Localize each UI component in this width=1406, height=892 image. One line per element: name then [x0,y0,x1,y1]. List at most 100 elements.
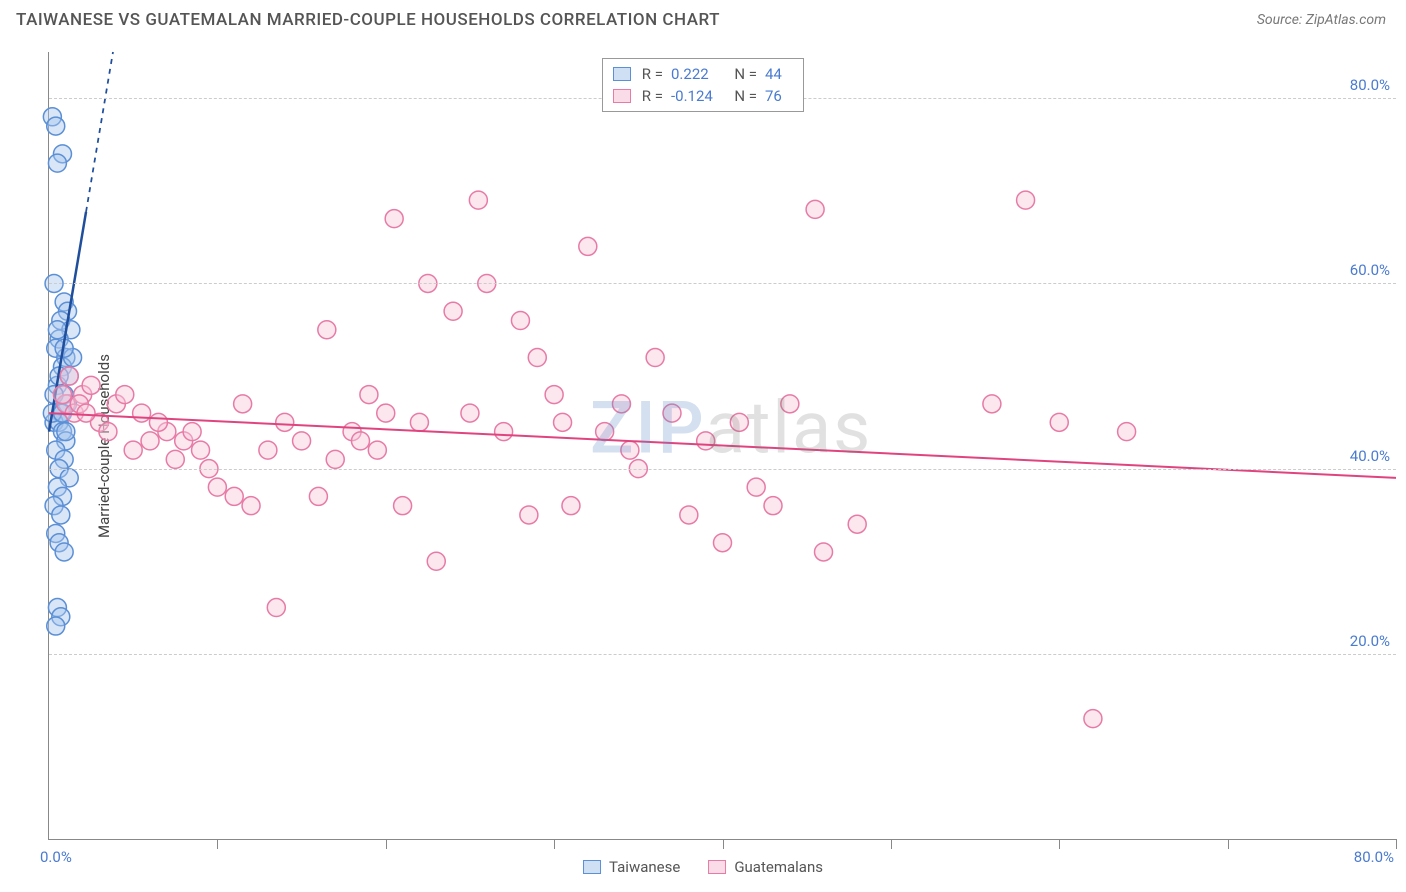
source-label: Source: ZipAtlas.com [1257,12,1386,28]
data-point-guatemalans [815,543,833,561]
data-point-guatemalans [149,413,167,431]
data-point-guatemalans [318,321,336,339]
data-point-guatemalans [495,423,513,441]
data-point-guatemalans [596,423,614,441]
data-point-guatemalans [377,404,395,422]
legend-label: Taiwanese [609,858,680,876]
data-point-guatemalans [259,441,277,459]
data-point-taiwanese [52,506,70,524]
y-tick-label: 20.0% [1350,632,1390,650]
data-point-guatemalans [60,367,78,385]
stats-row-taiwanese: R = 0.222 N = 44 [613,63,793,85]
data-point-guatemalans [166,450,184,468]
data-point-guatemalans [225,487,243,505]
data-point-guatemalans [1017,191,1035,209]
data-point-guatemalans [124,441,142,459]
data-point-guatemalans [53,386,71,404]
n-value: 44 [765,65,793,83]
legend-item-guatemalans: Guatemalans [708,858,823,876]
series-legend: Taiwanese Guatemalans [583,858,823,876]
y-tick-label: 40.0% [1350,447,1390,465]
data-point-guatemalans [612,395,630,413]
data-point-guatemalans [714,534,732,552]
y-tick-label: 60.0% [1350,261,1390,279]
data-point-guatemalans [116,386,134,404]
data-point-guatemalans [520,506,538,524]
stats-row-guatemalans: R = -0.124 N = 76 [613,85,793,107]
legend-label: Guatemalans [734,858,823,876]
data-point-guatemalans [781,395,799,413]
x-tick [1059,839,1060,849]
data-point-guatemalans [276,413,294,431]
data-point-guatemalans [730,413,748,431]
data-point-guatemalans [461,404,479,422]
data-point-taiwanese [57,423,75,441]
data-point-guatemalans [293,432,311,450]
data-point-guatemalans [267,599,285,617]
r-label: R = [639,65,663,83]
data-point-guatemalans [562,497,580,515]
data-point-guatemalans [394,497,412,515]
x-tick [723,839,724,849]
n-label: N = [733,87,757,105]
data-point-guatemalans [444,302,462,320]
data-point-guatemalans [234,395,252,413]
gridline-h [49,469,1396,470]
data-point-guatemalans [764,497,782,515]
n-label: N = [733,65,757,83]
data-point-guatemalans [511,312,529,330]
data-point-guatemalans [242,497,260,515]
data-point-guatemalans [141,432,159,450]
swatch-guatemalans [613,89,631,103]
data-point-guatemalans [133,404,151,422]
data-point-guatemalans [469,191,487,209]
data-point-guatemalans [680,506,698,524]
data-point-guatemalans [82,376,100,394]
data-point-taiwanese [47,617,65,635]
x-tick [386,839,387,849]
scatter-svg [49,52,1396,839]
legend-swatch-guatemalans [708,860,726,874]
data-point-guatemalans [983,395,1001,413]
data-point-guatemalans [183,423,201,441]
x-tick [217,839,218,849]
x-axis-max-label: 80.0% [1354,848,1394,866]
data-point-guatemalans [848,515,866,533]
x-axis-min-label: 0.0% [40,848,72,866]
data-point-guatemalans [646,349,664,367]
data-point-guatemalans [368,441,386,459]
data-point-taiwanese [47,117,65,135]
data-point-guatemalans [663,404,681,422]
data-point-taiwanese [48,321,66,339]
y-tick-label: 80.0% [1350,76,1390,94]
r-label: R = [639,87,663,105]
chart-title: TAIWANESE VS GUATEMALAN MARRIED-COUPLE H… [16,10,720,30]
data-point-guatemalans [77,404,95,422]
trend-line-dashed-taiwanese [86,52,113,212]
legend-item-taiwanese: Taiwanese [583,858,680,876]
r-value: -0.124 [671,87,725,105]
data-point-guatemalans [385,210,403,228]
stats-legend-box: R = 0.222 N = 44 R = -0.124 N = 76 [602,58,804,112]
data-point-guatemalans [579,237,597,255]
data-point-taiwanese [48,154,66,172]
n-value: 76 [765,87,793,105]
gridline-h [49,654,1396,655]
x-tick [1396,839,1397,849]
r-value: 0.222 [671,65,725,83]
data-point-guatemalans [326,450,344,468]
x-tick [554,839,555,849]
data-point-guatemalans [192,441,210,459]
data-point-guatemalans [747,478,765,496]
data-point-guatemalans [410,413,428,431]
gridline-h [49,283,1396,284]
chart-plot-area: 20.0% 40.0% 60.0% 80.0% [48,52,1396,840]
data-point-guatemalans [528,349,546,367]
data-point-taiwanese [55,543,73,561]
data-point-guatemalans [1118,423,1136,441]
data-point-guatemalans [99,423,117,441]
data-point-guatemalans [554,413,572,431]
data-point-guatemalans [697,432,715,450]
legend-swatch-taiwanese [583,860,601,874]
data-point-guatemalans [1050,413,1068,431]
